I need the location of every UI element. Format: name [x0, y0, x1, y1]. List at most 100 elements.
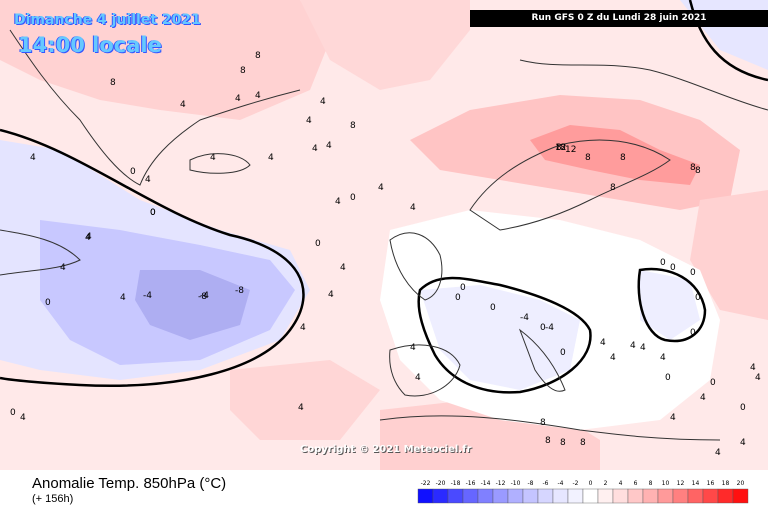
- legend-swatch: [687, 488, 704, 504]
- contour-value-label: 4: [415, 373, 421, 383]
- coastline-greenland: [9, 29, 301, 186]
- forecast-date: Dimanche 4 juillet 2021: [14, 12, 201, 28]
- legend-tick-label: 12: [677, 480, 685, 487]
- legend-tick-label: -12: [496, 480, 506, 487]
- cold-area-atlantic-core: [135, 270, 250, 340]
- contour-value-label: 0: [350, 193, 356, 203]
- legend-swatch: [612, 488, 629, 504]
- legend-swatch: [417, 488, 434, 504]
- contour-value-label: -8: [235, 286, 244, 296]
- contour-value-label: 0: [150, 208, 156, 218]
- legend-swatch: [627, 488, 644, 504]
- contour-value-label: 4: [306, 116, 312, 126]
- coastline-russia: [519, 59, 768, 111]
- warm-area-atlantic: [230, 360, 380, 440]
- contour-value-label: 4: [660, 353, 666, 363]
- legend-tick-label: 16: [707, 480, 715, 487]
- contour-value-label: 0: [660, 258, 666, 268]
- contour-value-label: 4: [180, 100, 186, 110]
- contour-value-label: 4: [298, 403, 304, 413]
- contour-value-label: -4: [520, 313, 529, 323]
- legend-swatch: [672, 488, 689, 504]
- contour-value-label: -8: [198, 292, 207, 302]
- contour-value-label: 12: [555, 143, 566, 153]
- contour-value-label: 4: [120, 293, 126, 303]
- legend-swatch: [522, 488, 539, 504]
- contour-value-label: 4: [300, 323, 306, 333]
- contour-value-label: 4: [378, 183, 384, 193]
- contour-value-label: 0: [710, 378, 716, 388]
- contour-value-label: 8: [556, 143, 562, 153]
- legend-tick-label: -18: [451, 480, 461, 487]
- legend-swatch: [507, 488, 524, 504]
- legend-swatch: [582, 488, 599, 504]
- contour-value-label: 0: [490, 303, 496, 313]
- zero-contour-atlantic: [0, 128, 305, 387]
- forecast-time: 14:00 locale: [18, 33, 162, 57]
- legend-swatch: [537, 488, 554, 504]
- warm-area-north: [300, 0, 470, 90]
- contour-value-label: 4: [600, 338, 606, 348]
- contour-value-label: 0: [150, 208, 156, 218]
- legend-tick-label: -6: [543, 480, 549, 487]
- contour-value-label: 4: [700, 393, 706, 403]
- contour-value-label: 0: [455, 293, 461, 303]
- contour-value-label: 8: [690, 163, 696, 173]
- legend-tick-label: 6: [634, 480, 638, 487]
- contour-value-label: 0: [460, 283, 466, 293]
- contour-value-label: 4: [312, 144, 318, 154]
- contour-value-label: 0: [315, 239, 321, 249]
- contour-value-label: 0: [690, 268, 696, 278]
- contour-value-label: 0: [540, 323, 546, 333]
- contour-value-label: 4: [740, 438, 746, 448]
- map-title: Anomalie Temp. 850hPa (°C): [32, 475, 227, 492]
- legend-tick-label: 2: [604, 480, 608, 487]
- contour-value-label: 8: [560, 143, 566, 153]
- contour-value-label: 8: [585, 153, 591, 163]
- coastline-iberia: [389, 344, 461, 397]
- contour-value-label: 8: [560, 438, 566, 448]
- legend-tick-label: -8: [528, 480, 534, 487]
- coastline-italy: [518, 328, 566, 392]
- contour-value-label: 0: [740, 403, 746, 413]
- contour-value-label: 4: [30, 153, 36, 163]
- contour-value-label: 4: [610, 353, 616, 363]
- contour-value-label: 4: [320, 97, 326, 107]
- contour-value-label: 4: [410, 343, 416, 353]
- legend-swatch: [567, 488, 584, 504]
- contour-value-label: 0: [130, 167, 136, 177]
- contour-value-label: 8: [350, 121, 356, 131]
- legend-tick-label: 10: [662, 480, 670, 487]
- legend-swatch: [702, 488, 719, 504]
- forecast-offset: (+ 156h): [32, 493, 74, 505]
- legend-tick-label: -22: [421, 480, 431, 487]
- contour-value-label: 4: [335, 197, 341, 207]
- contour-value-label: 4: [20, 413, 26, 423]
- legend-tick-label: -16: [466, 480, 476, 487]
- contour-value-label: 4: [326, 141, 332, 151]
- legend-swatch: [717, 488, 734, 504]
- contour-value-label: 8: [540, 418, 546, 428]
- contour-value-label: 4: [340, 263, 346, 273]
- copyright-notice: Copyright © 2021 Meteociel.fr: [300, 444, 472, 455]
- coastline-britain: [389, 232, 443, 301]
- contour-value-label: 0: [45, 298, 51, 308]
- contour-value-label: 4: [210, 153, 216, 163]
- contour-value-label: 8: [255, 51, 261, 61]
- legend-swatch: [657, 488, 674, 504]
- legend-tick-label: -20: [436, 480, 446, 487]
- contour-value-label: 0: [10, 408, 16, 418]
- contour-value-label: 4: [60, 263, 66, 273]
- contour-value-label: 4: [85, 233, 91, 243]
- legend-swatch: [477, 488, 494, 504]
- contour-value-label: 0: [665, 373, 671, 383]
- contour-value-label: 8: [695, 166, 701, 176]
- contour-value-label: -4: [545, 323, 554, 333]
- coastline-africa: [379, 415, 721, 441]
- contour-value-label: 0: [690, 328, 696, 338]
- legend-tick-label: 0: [589, 480, 593, 487]
- contour-value-label: 4: [328, 290, 334, 300]
- warm-area-scandinavia-core: [530, 125, 700, 185]
